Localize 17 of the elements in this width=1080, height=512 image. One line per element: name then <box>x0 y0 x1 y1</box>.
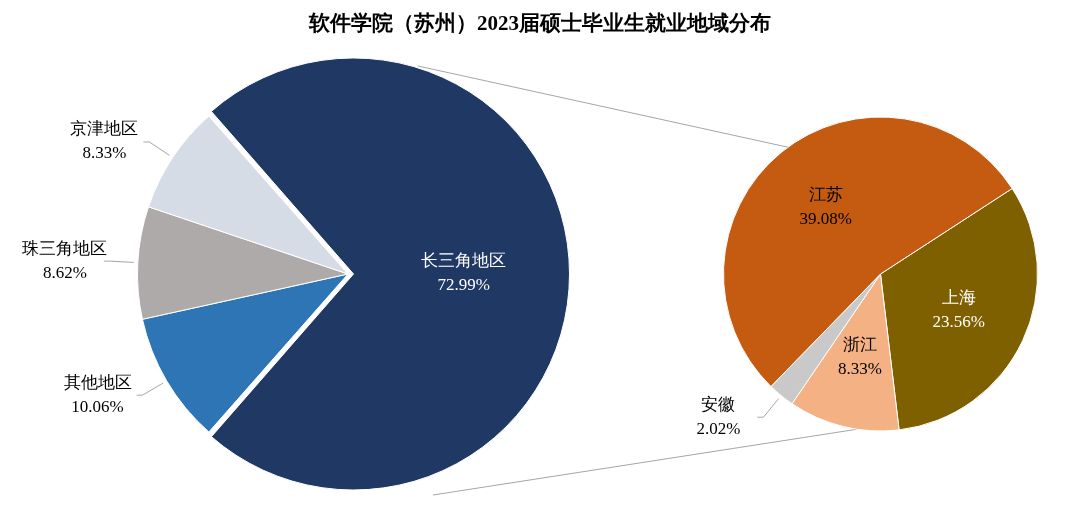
slice-label: 京津地区 <box>70 119 139 139</box>
data-label: 2.02% <box>696 418 741 438</box>
data-label: 8.33% <box>82 143 127 163</box>
slice-label: 江苏 <box>808 184 843 204</box>
chart-title: 软件学院（苏州）2023届硕士毕业生就业地域分布 <box>307 10 772 37</box>
data-label: 39.08% <box>799 208 852 228</box>
data-label: 8.62% <box>42 262 87 282</box>
data-label: 10.06% <box>71 396 124 416</box>
data-label: 72.99% <box>437 275 490 295</box>
slice-label: 上海 <box>941 288 976 308</box>
slice-label: 长三角地区 <box>421 251 507 271</box>
slice-label: 珠三角地区 <box>22 238 108 258</box>
slice-label: 浙江 <box>842 335 877 355</box>
slice-label: 其他地区 <box>63 372 132 392</box>
data-label: 8.33% <box>838 359 882 379</box>
data-label: 23.56% <box>932 312 985 332</box>
slice-label: 安徽 <box>701 394 736 414</box>
